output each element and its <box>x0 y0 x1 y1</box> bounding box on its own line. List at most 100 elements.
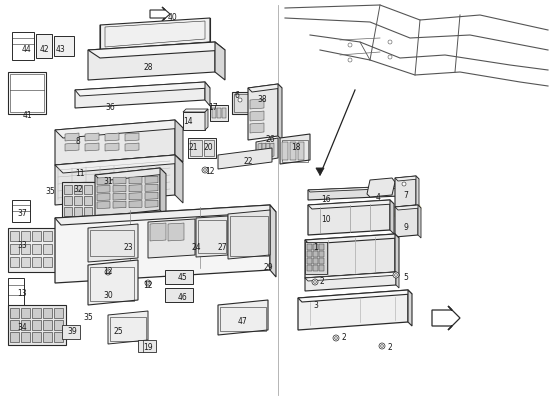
Text: 27: 27 <box>217 244 227 252</box>
Bar <box>74 196 82 205</box>
Bar <box>313 258 318 264</box>
Text: 11: 11 <box>75 168 85 178</box>
Text: 2: 2 <box>388 344 392 352</box>
Polygon shape <box>55 155 175 205</box>
Polygon shape <box>97 194 110 200</box>
Text: 25: 25 <box>113 328 123 336</box>
Bar <box>43 244 52 254</box>
Polygon shape <box>250 111 264 121</box>
Text: 29: 29 <box>263 264 273 272</box>
Bar <box>62 182 96 220</box>
Bar <box>90 267 134 301</box>
Polygon shape <box>55 155 183 173</box>
Text: 39: 39 <box>67 328 77 336</box>
Text: 32: 32 <box>73 186 83 194</box>
Bar <box>12 32 34 60</box>
Bar <box>54 320 63 330</box>
Text: 18: 18 <box>292 144 301 152</box>
Polygon shape <box>305 272 399 281</box>
Bar <box>230 216 268 256</box>
Text: 45: 45 <box>177 274 187 282</box>
Polygon shape <box>150 223 166 241</box>
Polygon shape <box>308 186 402 192</box>
Polygon shape <box>145 176 158 183</box>
Polygon shape <box>256 138 278 162</box>
Polygon shape <box>316 168 324 175</box>
Polygon shape <box>395 234 399 276</box>
Bar <box>8 305 66 345</box>
Polygon shape <box>218 300 268 335</box>
Text: 36: 36 <box>105 104 115 112</box>
Circle shape <box>379 343 385 349</box>
Bar <box>10 257 19 267</box>
Polygon shape <box>408 290 412 326</box>
Bar <box>84 196 92 205</box>
Bar <box>198 220 226 253</box>
Text: europ: europ <box>105 218 215 252</box>
Polygon shape <box>416 176 419 208</box>
Polygon shape <box>113 185 126 192</box>
Text: 24: 24 <box>191 244 201 252</box>
Bar <box>222 108 226 118</box>
Bar <box>10 320 19 330</box>
Text: 42: 42 <box>39 46 49 54</box>
Polygon shape <box>248 84 282 92</box>
Text: 19: 19 <box>143 344 153 352</box>
Bar <box>62 325 80 339</box>
Bar <box>282 142 288 160</box>
Bar <box>43 332 52 342</box>
Polygon shape <box>129 177 142 184</box>
Polygon shape <box>125 133 139 141</box>
Bar <box>10 74 44 112</box>
Bar <box>298 142 304 160</box>
Circle shape <box>388 55 392 59</box>
Text: 26: 26 <box>265 136 275 144</box>
Polygon shape <box>280 134 310 164</box>
Polygon shape <box>88 260 138 305</box>
Text: 13: 13 <box>17 288 27 298</box>
Bar <box>234 94 252 112</box>
Bar <box>204 140 214 156</box>
Text: 38: 38 <box>257 96 267 104</box>
Text: 30: 30 <box>103 290 113 300</box>
Bar <box>32 320 41 330</box>
Bar <box>43 231 52 241</box>
Bar <box>190 140 202 156</box>
Bar <box>282 140 308 162</box>
Bar <box>32 257 41 267</box>
Text: 34: 34 <box>17 324 27 332</box>
Bar <box>319 244 324 250</box>
Circle shape <box>204 168 206 172</box>
Bar <box>21 244 30 254</box>
Polygon shape <box>125 143 139 151</box>
Polygon shape <box>175 120 183 162</box>
Polygon shape <box>129 201 142 208</box>
Bar <box>10 308 19 318</box>
Polygon shape <box>55 120 183 138</box>
Bar <box>307 258 312 264</box>
Polygon shape <box>148 219 195 258</box>
Polygon shape <box>395 176 416 207</box>
Circle shape <box>312 279 318 285</box>
Text: euro: euro <box>358 198 422 222</box>
Text: 47: 47 <box>237 318 247 326</box>
Bar <box>307 265 312 271</box>
Text: 23: 23 <box>123 244 133 252</box>
Bar <box>74 207 82 216</box>
Text: 28: 28 <box>143 64 153 72</box>
Polygon shape <box>85 143 99 151</box>
Bar <box>54 36 74 56</box>
Polygon shape <box>75 82 210 96</box>
Bar <box>43 308 52 318</box>
Text: 7: 7 <box>404 192 409 200</box>
Bar <box>319 251 324 257</box>
Polygon shape <box>395 205 421 210</box>
Polygon shape <box>97 178 110 184</box>
Polygon shape <box>55 205 276 225</box>
Polygon shape <box>298 290 412 302</box>
Bar <box>313 244 318 250</box>
Circle shape <box>348 58 352 62</box>
Bar <box>36 34 52 58</box>
Polygon shape <box>266 143 270 157</box>
Polygon shape <box>278 84 282 140</box>
